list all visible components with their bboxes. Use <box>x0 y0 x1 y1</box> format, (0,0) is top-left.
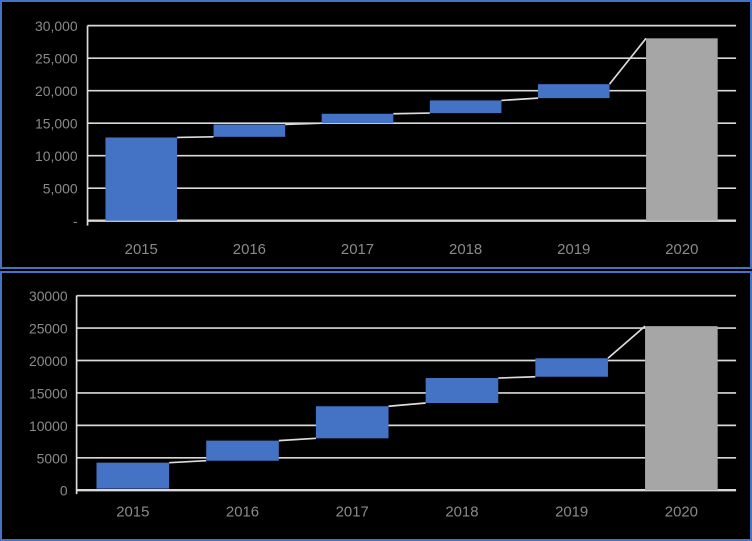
waterfall-bar-2018 <box>425 378 499 403</box>
waterfall-bar-2019 <box>537 84 610 99</box>
waterfall-bar-2016 <box>213 124 286 137</box>
connector-2015-2016 <box>169 459 207 464</box>
connector-2019-2020 <box>608 37 647 85</box>
y-tick-label-10000: 10,000 <box>35 148 78 164</box>
waterfall-chart-top-panel: 30,000 25,000 20,000 15,000 10,000 5,000 - 2015… <box>0 0 752 269</box>
x-axis-label-2015: 2015 <box>125 242 158 258</box>
y-tick-label-5000: 5000 <box>37 450 68 466</box>
waterfall-chart-bottom-panel: 30000 25000 20000 15000 10000 5000 0 2015 2016 20… <box>0 271 752 541</box>
waterfall-bar-2019 <box>535 358 608 377</box>
x-axis-label-2019: 2019 <box>557 242 590 258</box>
x-axis-label-2020: 2020 <box>665 504 698 520</box>
x-axis-label-2020: 2020 <box>665 242 698 258</box>
x-axis-label-2016: 2016 <box>226 504 259 520</box>
connector-2018-2019 <box>501 97 538 102</box>
x-axis-label-2015: 2015 <box>116 504 149 520</box>
y-tick-label-25000: 25000 <box>29 321 68 337</box>
x-axis-label-2017: 2017 <box>336 504 369 520</box>
total-bar-2020 <box>645 326 718 491</box>
connector-2016-2017 <box>285 122 322 126</box>
waterfall-chart-top: 30,000 25,000 20,000 15,000 10,000 5,000 - 2015… <box>35 18 737 258</box>
x-axis-label-2018: 2018 <box>449 242 482 258</box>
connector-2017-2018 <box>388 402 426 408</box>
y-tick-label-20000: 20,000 <box>35 83 78 99</box>
y-tick-label-10000: 10000 <box>29 418 68 434</box>
connector-2019-2020 <box>607 325 646 359</box>
x-axis-label-2018: 2018 <box>445 504 478 520</box>
y-tick-label-30000: 30000 <box>29 288 68 304</box>
y-tick-label-15000: 15,000 <box>35 116 78 132</box>
waterfall-bar-2017 <box>321 113 394 124</box>
waterfall-bar-2015 <box>96 462 170 489</box>
y-tick-label-30000: 30,000 <box>35 18 78 34</box>
connector-2016-2017 <box>278 437 316 442</box>
waterfall-bar-2017 <box>315 406 389 439</box>
y-tick-label-0: - <box>73 213 78 229</box>
x-axis-label-2016: 2016 <box>233 242 266 258</box>
waterfall-bar-2016 <box>206 440 279 461</box>
connector-2018-2019 <box>498 375 536 379</box>
total-bar-2020 <box>646 38 718 221</box>
y-tick-label-5000: 5,000 <box>43 181 78 197</box>
y-tick-label-25000: 25,000 <box>35 51 78 67</box>
y-tick-label-0: 0 <box>60 483 68 499</box>
connector-2015-2016 <box>177 135 214 139</box>
waterfall-chart-bottom: 30000 25000 20000 15000 10000 5000 0 2015 2016 20… <box>29 288 737 520</box>
connector-2017-2018 <box>393 112 430 115</box>
y-tick-label-15000: 15000 <box>29 385 68 401</box>
waterfall-bar-2018 <box>429 100 502 114</box>
x-axis-label-2019: 2019 <box>555 504 588 520</box>
waterfall-bar-2015 <box>105 137 178 221</box>
x-axis-label-2017: 2017 <box>341 242 374 258</box>
y-tick-label-20000: 20000 <box>29 353 68 369</box>
